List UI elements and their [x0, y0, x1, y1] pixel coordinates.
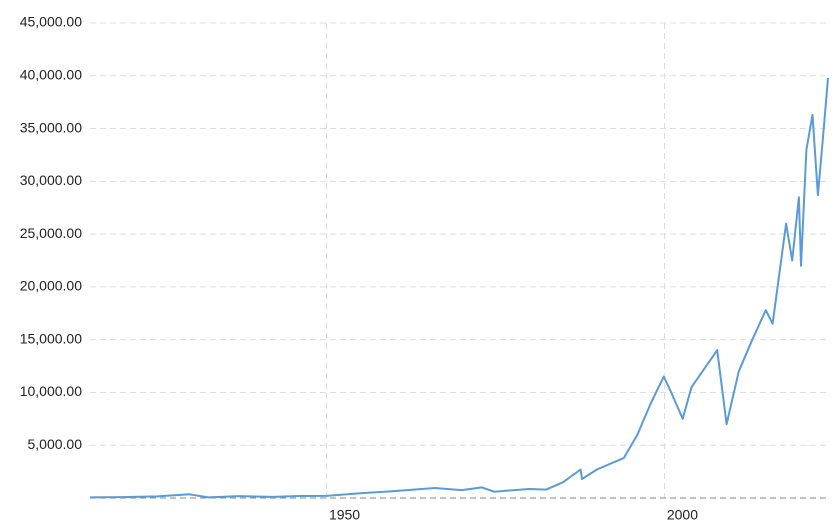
y-tick-label: 30,000.00 [20, 172, 82, 188]
y-tick-label: 35,000.00 [20, 119, 82, 135]
x-tick-label: 1950 [329, 507, 360, 523]
y-tick-label: 10,000.00 [20, 383, 82, 399]
x-tick-label: 2000 [667, 507, 698, 523]
y-tick-label: 5,000.00 [28, 436, 83, 452]
y-tick-label: 40,000.00 [20, 66, 82, 82]
y-tick-label: 20,000.00 [20, 278, 82, 294]
y-tick-label: 15,000.00 [20, 330, 82, 346]
y-tick-label: 45,000.00 [20, 14, 82, 30]
y-tick-label: 25,000.00 [20, 225, 82, 241]
line-series [89, 77, 829, 499]
